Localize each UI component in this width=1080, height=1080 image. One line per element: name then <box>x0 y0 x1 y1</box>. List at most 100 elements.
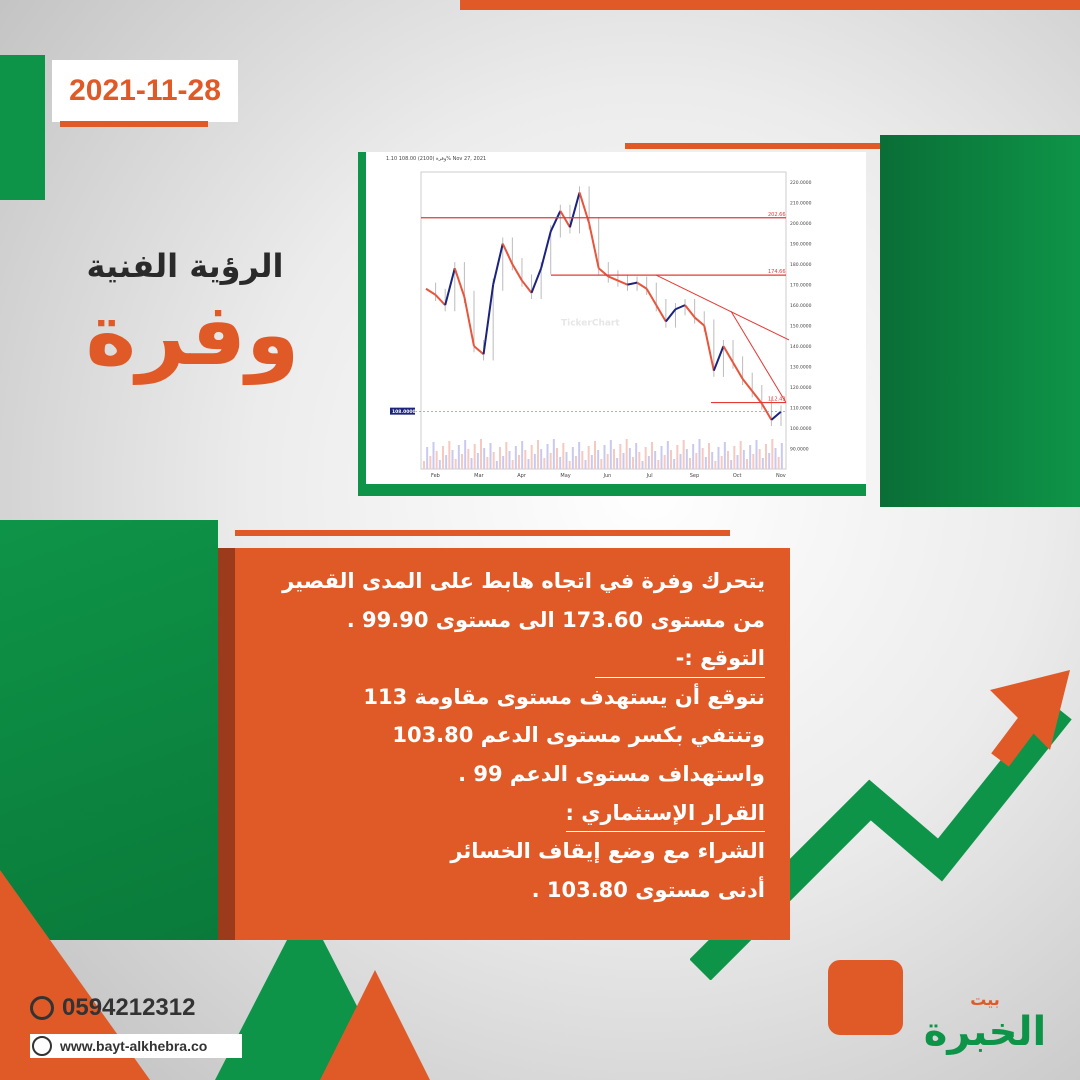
volume-bar <box>438 460 441 469</box>
volume-bar <box>451 450 454 469</box>
volume-bar <box>701 448 704 469</box>
y-tick-label: 150.0000 <box>790 324 812 330</box>
volume-bar <box>644 447 647 469</box>
candle-body <box>770 410 782 421</box>
volume-bar <box>464 440 467 469</box>
y-tick-label: 120.0000 <box>790 385 812 391</box>
volume-bar <box>755 440 758 469</box>
phone-row[interactable]: 0594212312 <box>30 994 195 1022</box>
volume-bar <box>654 451 657 469</box>
volume-bar <box>613 449 615 469</box>
volume-bar <box>742 450 745 469</box>
volume-bar <box>492 452 495 469</box>
candle-body <box>712 345 725 372</box>
candle-body <box>453 267 466 298</box>
volume-bar <box>543 458 546 469</box>
candle-body <box>741 378 754 392</box>
whatsapp-icon <box>30 996 54 1020</box>
volume-bar <box>765 444 767 469</box>
volume-bar <box>480 439 482 469</box>
volume-bar <box>521 441 524 469</box>
candle-body <box>675 304 686 311</box>
candle-body <box>732 361 744 380</box>
x-tick-label: Mar <box>474 473 484 479</box>
volume-bar <box>685 449 688 469</box>
volume-bar <box>530 445 533 469</box>
volume-bar <box>768 453 771 469</box>
y-tick-label: 200.0000 <box>790 221 812 227</box>
volume-bar <box>527 459 530 469</box>
chart-header: وفرة (2100) 108.00 1.10% Nov 27, 2021 <box>386 156 487 162</box>
candle-body <box>627 281 638 286</box>
volume-bar <box>676 445 679 469</box>
volume-bar <box>559 457 562 469</box>
volume-bar <box>473 444 476 469</box>
stock-name: وفرة <box>85 285 300 385</box>
y-tick-label: 130.0000 <box>790 365 812 371</box>
volume-bar <box>556 448 558 469</box>
volume-bar <box>651 442 653 469</box>
candle-body <box>501 243 514 265</box>
volume-bar <box>622 453 625 469</box>
volume-bar <box>689 458 691 469</box>
volume-bar <box>483 448 486 469</box>
candle-body <box>636 281 648 290</box>
globe-icon <box>32 1036 52 1056</box>
volume-bar <box>711 452 714 469</box>
candle-body <box>607 275 619 282</box>
volume-bar <box>774 448 777 469</box>
volume-bar <box>537 440 539 469</box>
volume-bar <box>660 446 663 469</box>
volume-bar <box>670 450 672 469</box>
website-row[interactable]: www.bayt-alkhebra.co <box>30 1034 242 1058</box>
volume-bar <box>587 446 590 469</box>
date-label: 2021-11-28 <box>69 74 221 107</box>
volume-bar <box>565 452 568 469</box>
candle-body <box>463 296 475 347</box>
volume-bar <box>761 458 764 469</box>
orange-top-line <box>235 530 730 536</box>
volume-bar <box>739 441 742 469</box>
volume-bar <box>524 450 527 469</box>
y-tick-label: 160.0000 <box>790 303 812 309</box>
level-label: 112.43 <box>768 397 786 403</box>
volume-bar <box>730 460 733 469</box>
volume-bar <box>749 445 752 469</box>
volume-bar <box>641 461 644 469</box>
candle-body <box>549 210 562 232</box>
y-tick-label: 220.0000 <box>790 180 812 186</box>
logo: بيت الخبرة <box>923 990 1047 1055</box>
volume-bar <box>606 454 609 469</box>
y-tick-label: 100.0000 <box>790 426 812 432</box>
x-tick-label: May <box>560 473 570 479</box>
website-link[interactable]: www.bayt-alkhebra.co <box>60 1038 208 1054</box>
volume-bar <box>695 453 698 469</box>
volume-bar <box>679 454 682 469</box>
analysis-line: يتحرك وفرة في اتجاه هابط على المدى القصي… <box>282 569 765 593</box>
volume-bar <box>714 461 717 469</box>
candle-body <box>434 294 446 306</box>
analysis-line: من مستوى 173.60 الى مستوى 99.90 . <box>346 607 765 632</box>
volume-bar <box>470 458 473 469</box>
y-tick-label: 190.0000 <box>790 242 812 248</box>
top-orange-bar <box>460 0 1080 10</box>
volume-bar <box>727 451 729 469</box>
volume-bar <box>505 442 508 469</box>
page-title: الرؤية الفنية <box>86 247 284 285</box>
candle-body <box>511 263 523 282</box>
analysis-line: القرار الإستثماري : <box>565 794 765 833</box>
volume-bar <box>546 444 549 469</box>
volume-bar <box>476 453 479 469</box>
price-chart: 220.0000 210.0000 200.0000 190.0000 180.0000… <box>390 171 812 479</box>
volume-bar <box>666 441 669 469</box>
volume-bar <box>562 443 565 469</box>
volume-bar <box>467 449 470 469</box>
trendline <box>655 274 790 341</box>
volume-bar <box>432 442 435 469</box>
date-underline <box>60 121 208 127</box>
volume-bar <box>514 446 517 469</box>
candle-body <box>665 308 677 323</box>
right-green-panel <box>880 135 1080 507</box>
x-tick-label: Feb <box>431 473 440 479</box>
volume-bar <box>771 439 774 469</box>
